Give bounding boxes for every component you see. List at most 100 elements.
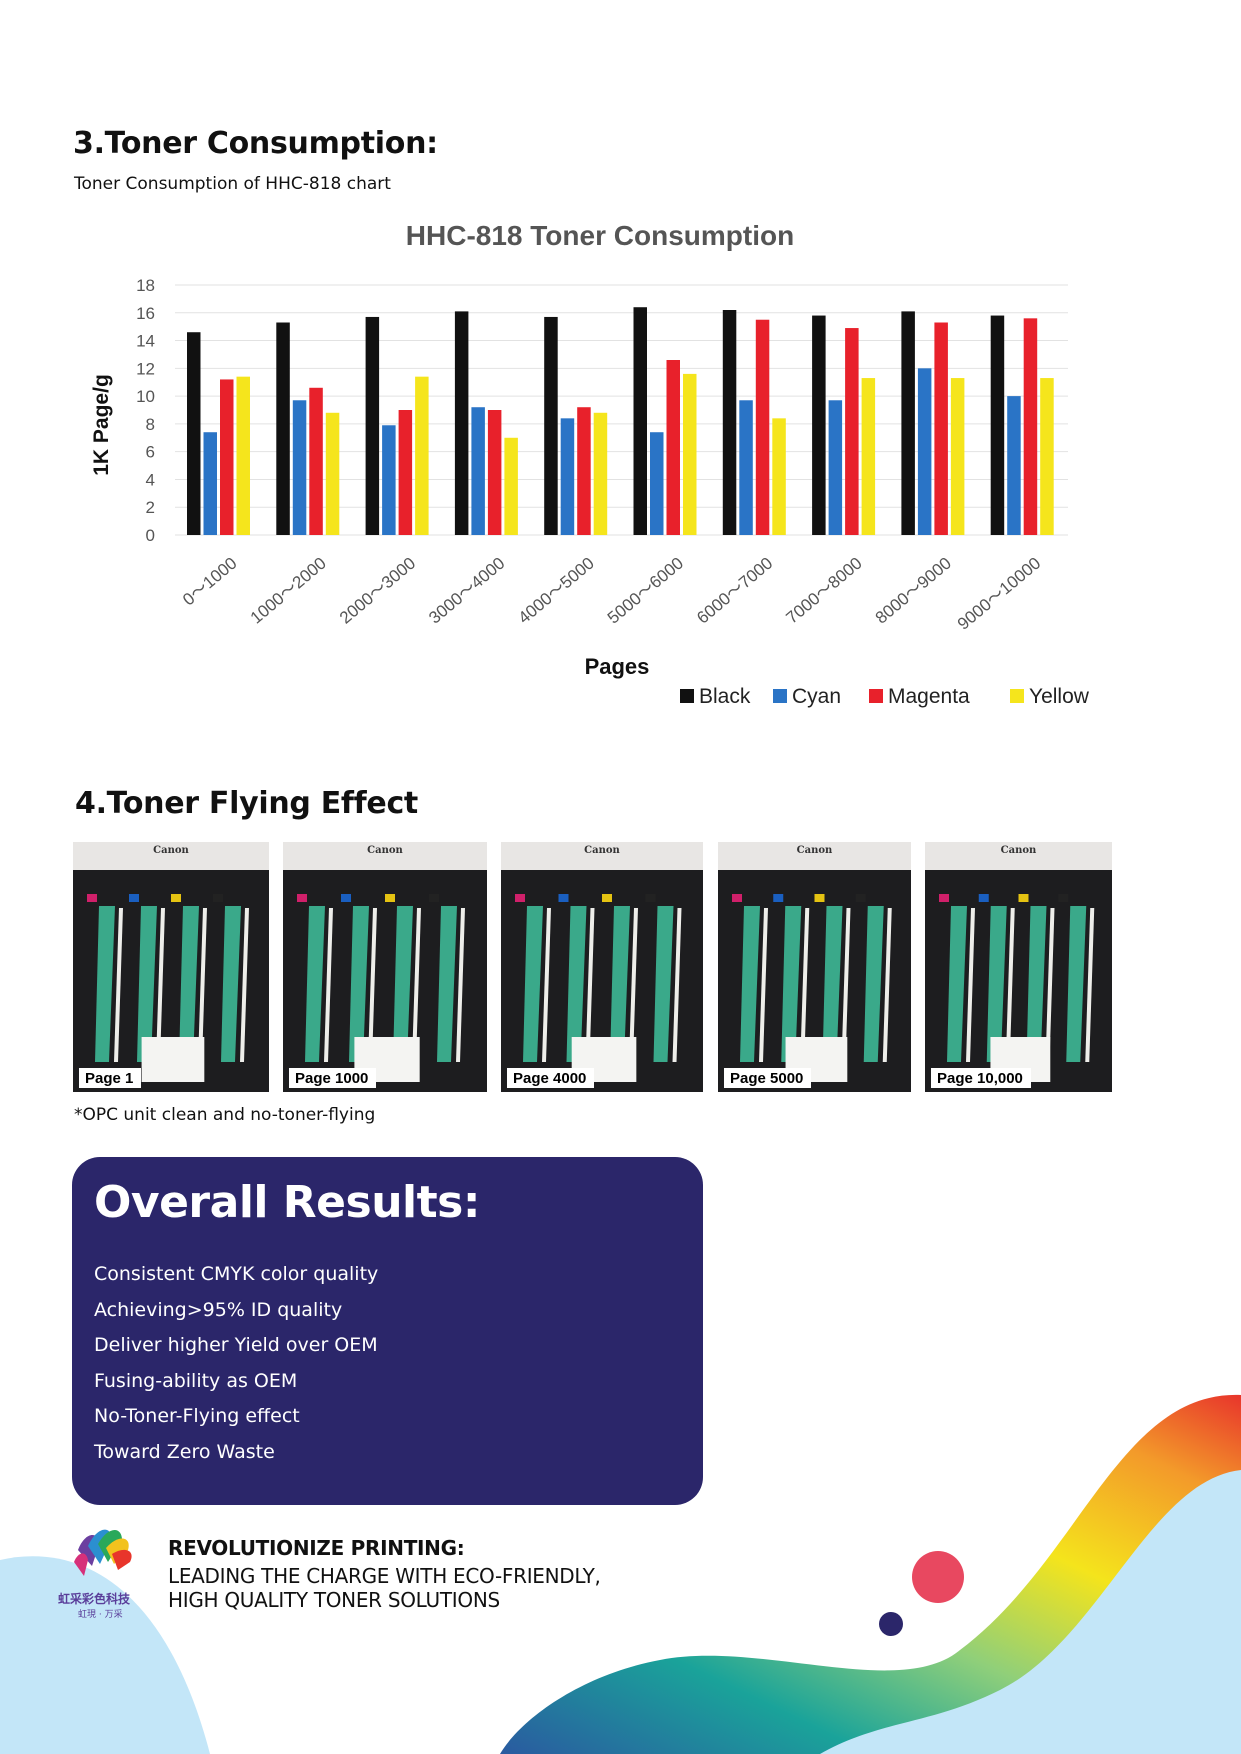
opc-drum (610, 906, 630, 1062)
bar-black (633, 307, 647, 535)
opc-drum (566, 906, 587, 1062)
bar-cyan (382, 425, 396, 535)
bar-yellow (593, 412, 608, 535)
list-item: No-Toner-Flying effect (94, 1405, 300, 1427)
bar-cyan (203, 432, 217, 535)
legend-label: Cyan (792, 685, 841, 708)
photo-label: Page 5000 (724, 1068, 812, 1088)
logo-chinese-tagline: 虹現 · 万采 (78, 1610, 123, 1620)
bar-magenta (398, 410, 413, 535)
list-item: Consistent CMYK color quality (94, 1263, 379, 1285)
list-item: Deliver higher Yield over OEM (94, 1334, 378, 1356)
printer-drum-illustration: Canon (501, 842, 703, 1092)
opc-drum (986, 906, 1007, 1062)
legend-swatch-magenta (869, 689, 883, 703)
y-tick-label: 18 (136, 276, 155, 295)
legend-swatch-cyan (773, 689, 787, 703)
opc-drum (740, 906, 760, 1062)
bar-yellow (683, 373, 697, 535)
bar-cyan (828, 400, 843, 535)
legend-swatch-black (680, 689, 694, 703)
bar-cyan (739, 400, 753, 535)
logo-chinese-name: 虹采彩色科技 (58, 1592, 131, 1606)
photo-page-5000: Canon Page 5000 (718, 842, 911, 1092)
x-tick-label: 1000～2000 (247, 554, 330, 628)
opc-drum (393, 906, 413, 1062)
bar-yellow (325, 412, 340, 535)
opc-drum (863, 906, 884, 1062)
brand-label: Canon (153, 845, 189, 856)
bar-magenta (755, 319, 770, 535)
x-tick-label: 0～1000 (179, 554, 240, 610)
y-tick-label: 0 (146, 526, 155, 545)
footer-tagline-line2: HIGH QUALITY TONER SOLUTIONS (168, 1588, 500, 1612)
bar-yellow (950, 378, 965, 535)
chart-title: HHC-818 Toner Consumption (406, 220, 794, 251)
x-tick-label: 2000～3000 (336, 554, 419, 628)
photo-page-1: Canon Page 1 (73, 842, 269, 1092)
chart-y-axis-label: 1K Page/g (90, 374, 113, 476)
overall-results-list: Consistent CMYK color quality Achieving>… (94, 1257, 378, 1470)
legend-label: Magenta (888, 685, 970, 708)
opc-drum (653, 906, 674, 1062)
overall-results-panel: Overall Results: Consistent CMYK color q… (72, 1157, 703, 1505)
bar-cyan (1007, 396, 1021, 535)
printer-drum-illustration: Canon (925, 842, 1112, 1092)
x-tick-label: 4000～5000 (515, 554, 598, 628)
brand-label: Canon (584, 845, 620, 856)
legend-swatch-yellow (1010, 689, 1024, 703)
bar-cyan (560, 418, 575, 535)
photo-page-10000: Canon Page 10,000 (925, 842, 1112, 1092)
opc-drum (1066, 906, 1087, 1062)
paper-note (141, 1037, 205, 1082)
bar-magenta (309, 387, 323, 535)
x-tick-label: 7000～8000 (782, 554, 865, 628)
printer-drum-illustration: Canon (718, 842, 911, 1092)
bar-black (365, 316, 380, 535)
photo-page-4000: Canon Page 4000 (501, 842, 703, 1092)
x-tick-label: 3000～4000 (425, 554, 508, 628)
y-tick-label: 12 (136, 359, 155, 378)
bar-magenta (1023, 318, 1038, 535)
photo-label: Page 10,000 (931, 1068, 1031, 1088)
y-tick-label: 16 (136, 304, 155, 323)
bar-black (454, 311, 469, 535)
decorative-navy-dot (879, 1612, 903, 1636)
bar-black (990, 315, 1005, 535)
opc-drum (822, 906, 843, 1062)
x-tick-label: 9000～10000 (954, 554, 1044, 634)
decorative-red-dot (912, 1551, 964, 1603)
brand-label: Canon (797, 845, 833, 856)
bar-magenta (487, 410, 502, 535)
y-tick-label: 8 (146, 415, 155, 434)
bar-yellow (415, 376, 429, 535)
y-tick-label: 10 (136, 387, 155, 406)
y-tick-label: 6 (146, 443, 155, 462)
bar-magenta (577, 407, 591, 535)
printer-drum-illustration: Canon (73, 842, 269, 1092)
opc-drum (781, 906, 802, 1062)
x-tick-label: 5000～6000 (604, 554, 687, 628)
opc-drum (947, 906, 967, 1062)
section-title-toner-flying: 4.Toner Flying Effect (75, 786, 418, 821)
printer-drum-illustration: Canon (283, 842, 487, 1092)
opc-note: *OPC unit clean and no-toner-flying (74, 1105, 376, 1125)
bar-magenta (845, 328, 859, 535)
legend-label: Yellow (1029, 685, 1090, 708)
y-tick-label: 4 (146, 470, 155, 489)
list-item: Toward Zero Waste (94, 1440, 275, 1463)
opc-drum (437, 906, 457, 1062)
opc-drum (1026, 906, 1047, 1062)
bar-cyan (471, 407, 485, 535)
opc-drum (349, 906, 369, 1062)
section-title-toner-consumption: 3.Toner Consumption: (73, 126, 438, 161)
y-tick-label: 14 (136, 332, 155, 351)
bar-black (812, 315, 826, 535)
bar-black (187, 332, 201, 535)
bar-black (544, 316, 558, 535)
overall-results-title: Overall Results: (94, 1177, 480, 1228)
opc-drum (523, 906, 543, 1062)
footer-heading: REVOLUTIONIZE PRINTING: (168, 1536, 465, 1560)
opc-drum (137, 906, 157, 1062)
